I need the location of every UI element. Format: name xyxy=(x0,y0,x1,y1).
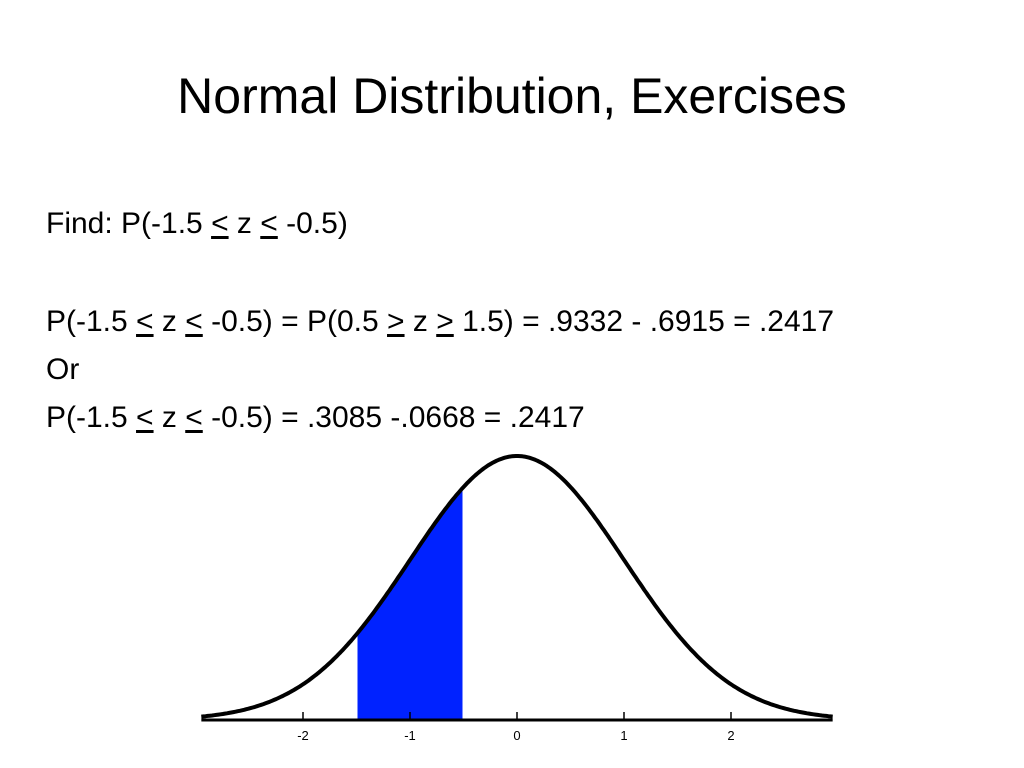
eq1-suffix: 1.5) = .9332 - .6915 = .2417 xyxy=(453,305,835,338)
normal-curve-chart: -2 -1 0 1 2 xyxy=(201,454,833,743)
find-suffix: -0.5) xyxy=(277,207,348,240)
x-tick-label: -2 xyxy=(297,728,309,743)
eq2-relation-1: < xyxy=(136,401,154,434)
or-text: Or xyxy=(46,353,80,386)
x-tick-label: 0 xyxy=(513,728,520,743)
eq2-suffix: -0.5) = .3085 -.0668 = .2417 xyxy=(202,401,585,434)
find-mid: z xyxy=(228,207,261,240)
x-ticks: -2 -1 0 1 2 xyxy=(297,712,735,743)
x-tick-label: -1 xyxy=(404,728,416,743)
x-tick-label: 1 xyxy=(620,728,627,743)
density-curve xyxy=(201,454,833,719)
x-tick-label: 2 xyxy=(727,728,734,743)
equation-2: P(-1.5 < z < -0.5) = .3085 -.0668 = .241… xyxy=(46,400,585,436)
find-prefix: Find: P(-1.5 xyxy=(46,207,212,240)
eq1-prefix: P(-1.5 xyxy=(46,305,137,338)
eq2-relation-2: < xyxy=(185,401,203,434)
eq1-relation-2: < xyxy=(185,305,203,338)
slide-title: Normal Distribution, Exercises xyxy=(177,68,847,124)
eq2-mid: z xyxy=(153,401,186,434)
eq1-relation-4: > xyxy=(436,305,454,338)
eq1-relation-3: > xyxy=(387,305,405,338)
eq1-mid-2: -0.5) = P(0.5 xyxy=(202,305,388,338)
find-statement: Find: P(-1.5 < z < -0.5) xyxy=(46,206,348,242)
eq1-mid-1: z xyxy=(153,305,186,338)
shaded-region xyxy=(356,487,464,720)
eq2-prefix: P(-1.5 xyxy=(46,401,137,434)
eq1-relation-1: < xyxy=(136,305,154,338)
find-relation-1: < xyxy=(211,207,229,240)
equation-1: P(-1.5 < z < -0.5) = P(0.5 > z > 1.5) = … xyxy=(46,304,834,340)
find-relation-2: < xyxy=(260,207,278,240)
eq1-mid-3: z xyxy=(404,305,437,338)
